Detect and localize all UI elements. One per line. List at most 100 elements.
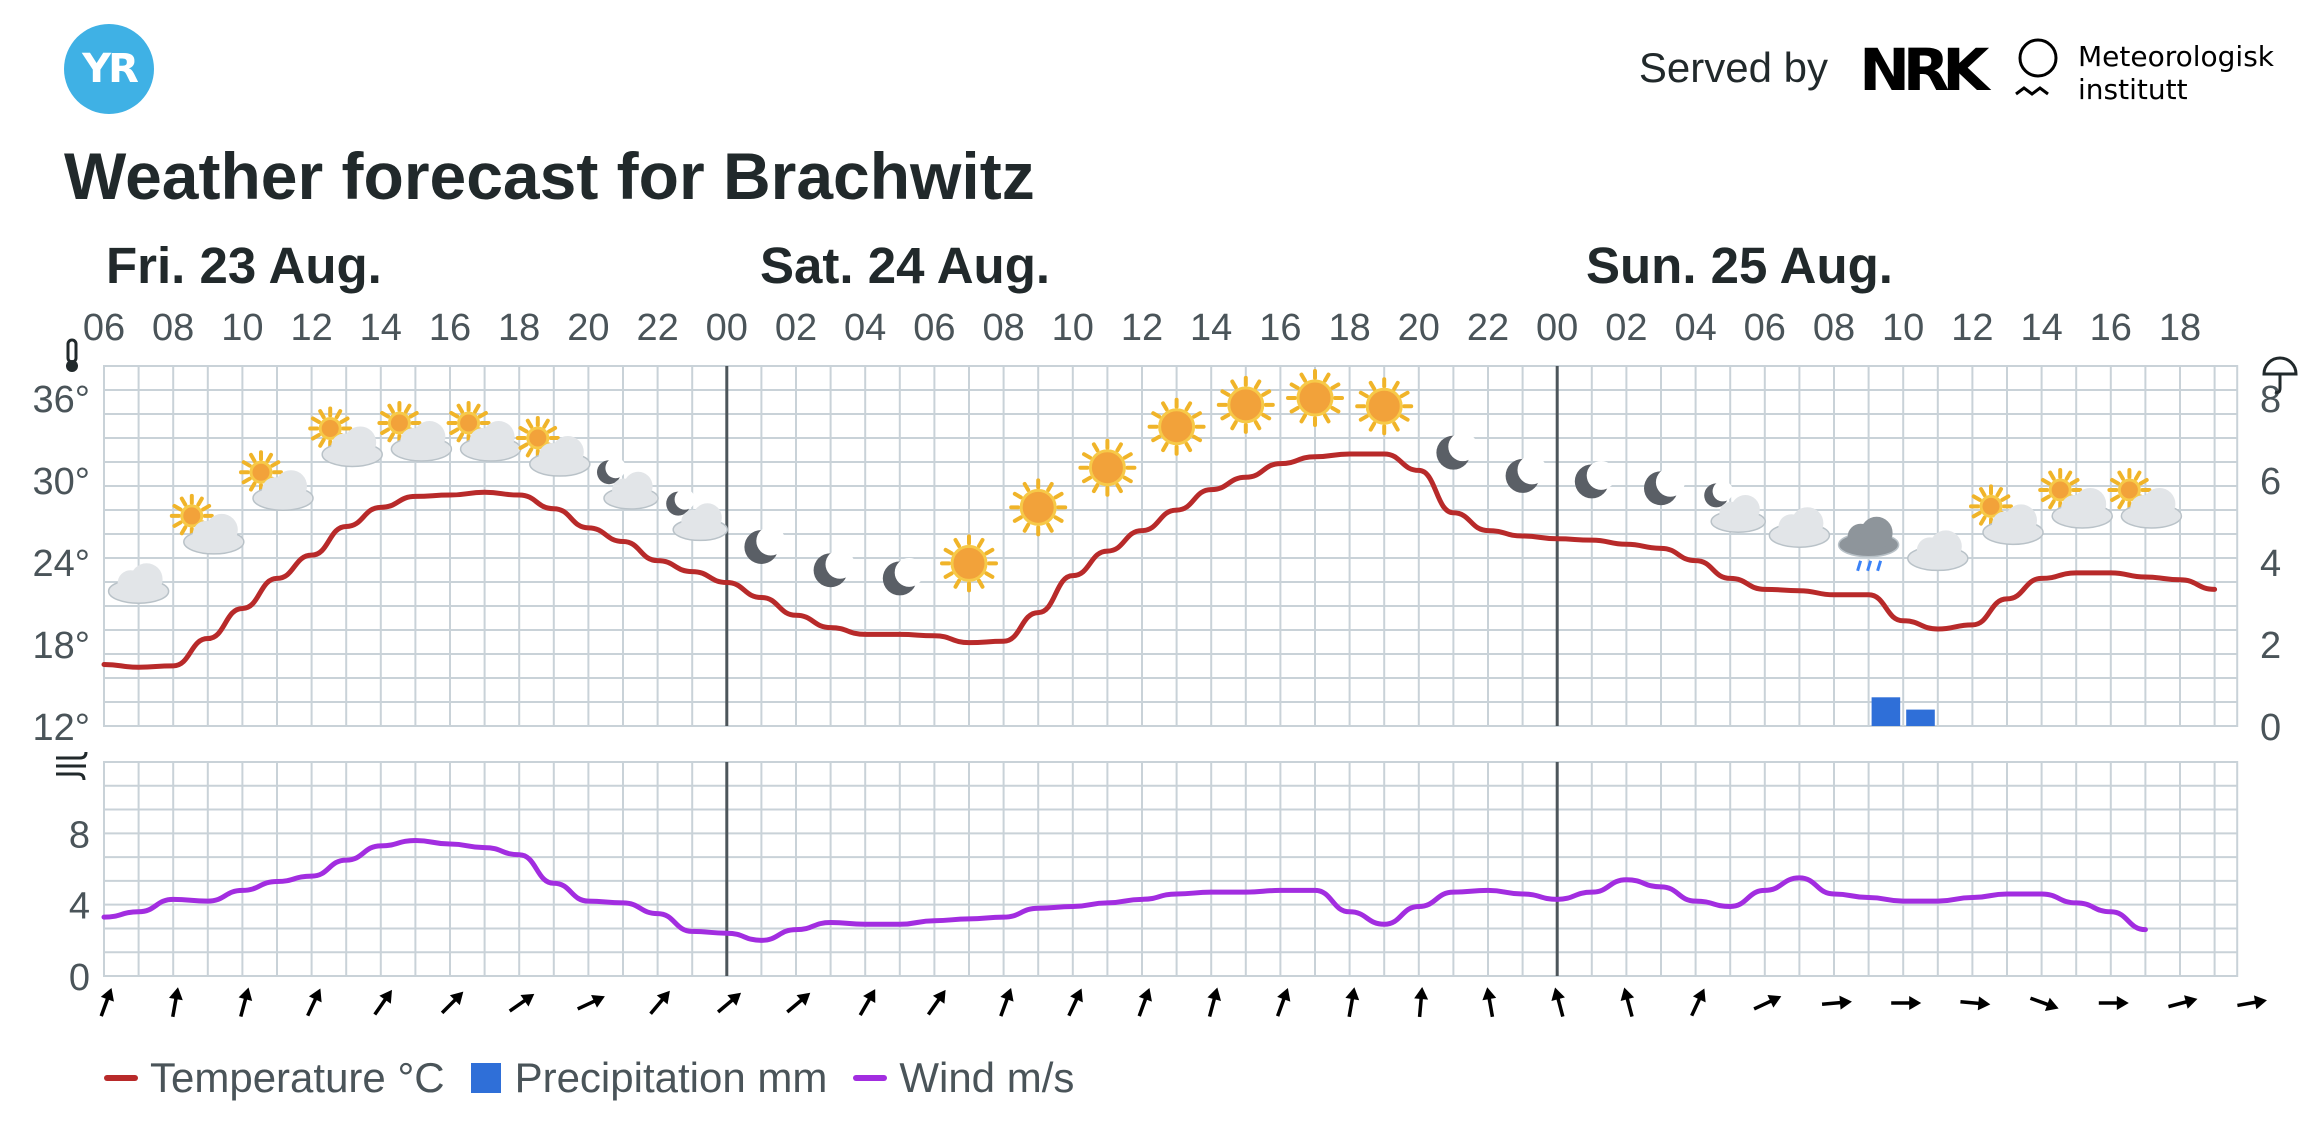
moon-icon [813, 549, 855, 588]
wind-direction-arrow [1753, 994, 1782, 1011]
hour-tick-label: 18 [1328, 307, 1370, 349]
wind-direction-arrow [1620, 987, 1635, 1017]
wind-direction-arrow [2168, 995, 2198, 1009]
wind-direction-arrow [858, 989, 876, 1016]
temperature-tick-label: 12° [33, 707, 90, 749]
legend-wind-swatch [853, 1075, 888, 1081]
hour-tick-label: 16 [1259, 307, 1301, 349]
yr-logo[interactable]: YR [64, 24, 154, 114]
hour-tick-label: 10 [221, 307, 263, 349]
precipitation-tick-label: 6 [2260, 461, 2281, 503]
hour-tick-label: 20 [1398, 307, 1440, 349]
hour-tick-label: 00 [1536, 307, 1578, 349]
legend-precipitation-label: Precipitation mm [514, 1054, 828, 1101]
moon-icon [1436, 432, 1478, 470]
wind-line [101, 837, 2148, 943]
wind-axis-icon [56, 751, 88, 781]
hour-tick-label: 14 [360, 307, 402, 349]
wind-direction-arrow [1551, 987, 1565, 1017]
legend-precipitation-swatch [470, 1063, 501, 1093]
day-label-fri: Fri. 23 Aug. [106, 237, 382, 294]
sun-icon [1009, 478, 1068, 537]
wind-direction-arrow [99, 987, 114, 1017]
hour-tick-label: 14 [1190, 307, 1232, 349]
hour-tick-label: 06 [1744, 307, 1786, 349]
wind-tick-label: 0 [69, 957, 90, 999]
moon-icon [882, 558, 924, 596]
hour-tick-label: 04 [844, 307, 886, 349]
partly-cloudy-day-icon [1969, 484, 2044, 546]
hour-tick-label: 14 [2020, 307, 2062, 349]
wind-direction-arrow [238, 987, 253, 1017]
wind-direction-arrow [576, 994, 605, 1011]
precipitation-tick-label: 8 [2260, 379, 2281, 421]
hour-tick-label: 16 [429, 307, 471, 349]
served-by-label: Served by [1638, 44, 1828, 91]
legend-temperature: Temperature °C [104, 1054, 445, 1102]
precipitation-tick-label: 4 [2260, 543, 2281, 585]
met-institute-icon [2015, 38, 2058, 96]
partly-cloudy-day-icon [239, 450, 314, 511]
legend-temperature-label: Temperature °C [150, 1054, 445, 1101]
moon-icon [1574, 460, 1616, 499]
hour-tick-label: 22 [1467, 307, 1509, 349]
hour-tick-label: 06 [913, 307, 955, 349]
wind-direction-arrow [373, 989, 392, 1016]
wind-direction-arrow [999, 987, 1014, 1017]
met-institute-logo[interactable]: Meteorologisk institutt [2078, 40, 2274, 106]
rain-cloud-icon [1837, 516, 1900, 572]
hour-tick-label: 12 [290, 307, 332, 349]
cloud-icon [1907, 530, 1969, 572]
wind-direction-arrow [649, 990, 670, 1015]
hour-tick-label: 02 [775, 307, 817, 349]
wind-direction-arrow [169, 987, 183, 1018]
nrk-logo[interactable]: NRK [1859, 36, 1989, 104]
wind-direction-arrow [508, 993, 535, 1013]
met-institute-line1: Meteorologisk [2078, 40, 2275, 73]
day-label-sun: Sun. 25 Aug. [1586, 237, 1893, 294]
wind-panel [103, 761, 2239, 977]
hour-tick-label: 22 [636, 307, 678, 349]
hour-tick-label: 08 [982, 307, 1024, 349]
legend-wind: Wind m/s [853, 1054, 1074, 1102]
day-label-sat: Sat. 24 Aug. [760, 237, 1051, 294]
partly-cloudy-day-icon [515, 416, 591, 477]
wind-direction-arrow [2029, 996, 2059, 1011]
hour-tick-label: 20 [567, 307, 609, 349]
umbrella-icon [2262, 356, 2298, 394]
hour-tick-label: 06 [83, 307, 125, 349]
partly-cloudy-night-icon [597, 457, 659, 510]
wind-direction-arrow [926, 989, 946, 1016]
hour-tick-label: 10 [1052, 307, 1094, 349]
hour-tick-label: 12 [1951, 307, 1993, 349]
legend-wind-label: Wind m/s [899, 1054, 1075, 1101]
temperature-tick-label: 18° [33, 625, 90, 667]
sun-icon [1216, 375, 1275, 434]
chart-legend: Temperature °C Precipitation mm Wind m/s [104, 1054, 1100, 1102]
partly-cloudy-day-icon [308, 406, 383, 468]
wind-direction-arrow [440, 991, 464, 1015]
sun-icon [1286, 369, 1344, 427]
temperature-tick-label: 36° [33, 379, 90, 421]
legend-temperature-swatch [104, 1075, 138, 1081]
wind-direction-arrow [716, 992, 742, 1014]
temperature-line [101, 451, 2218, 670]
precipitation-tick-label: 0 [2260, 707, 2281, 749]
hour-tick-label: 08 [152, 307, 194, 349]
moon-icon [744, 526, 786, 564]
legend-precipitation: Precipitation mm [470, 1054, 828, 1102]
wind-direction-arrow [1690, 988, 1706, 1017]
hour-tick-label: 04 [1674, 307, 1716, 349]
hour-tick-label: 02 [1605, 307, 1647, 349]
precipitation-bar [1871, 697, 1901, 726]
wind-direction-arrow [1414, 987, 1429, 1018]
met-institute-line2: institutt [2078, 73, 2188, 106]
wind-direction-arrow [786, 992, 811, 1014]
wind-direction-arrow [2098, 996, 2129, 1010]
wind-direction-arrow [1275, 987, 1291, 1017]
cloud-icon [107, 563, 170, 604]
hour-tick-label: 16 [2090, 307, 2132, 349]
moon-icon [1505, 455, 1547, 493]
partly-cloudy-day-icon [169, 493, 245, 555]
